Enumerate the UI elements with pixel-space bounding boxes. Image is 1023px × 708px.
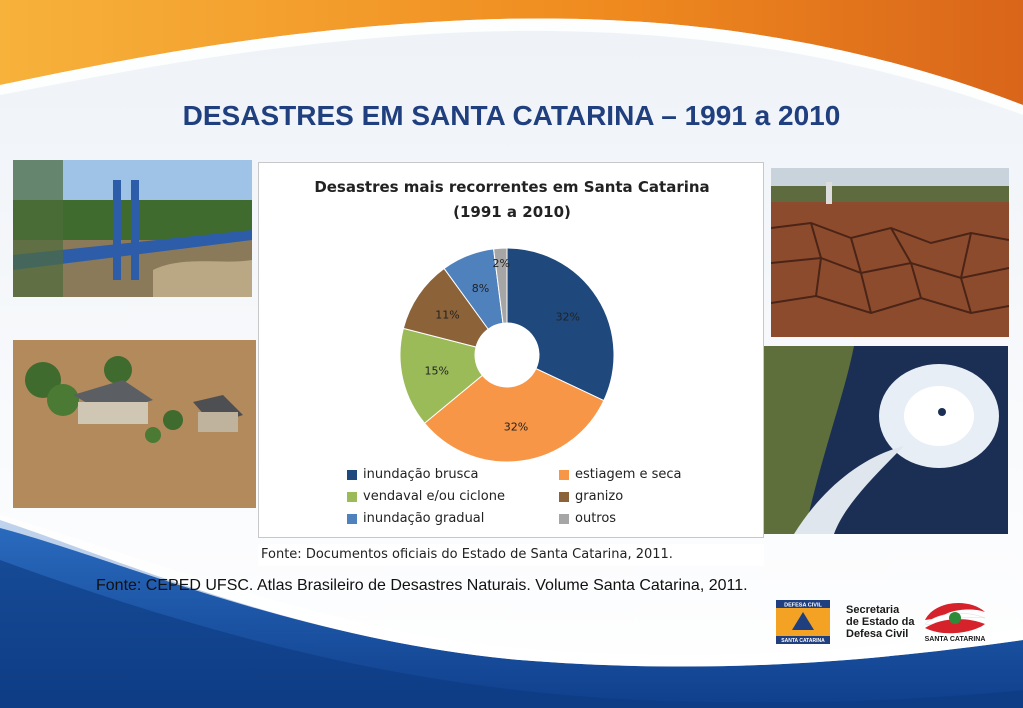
chart-title-line2: (1991 a 2010) — [453, 203, 571, 221]
legend-label-0: inundação brusca — [363, 467, 479, 482]
pie-slice-5 — [493, 247, 508, 324]
chart-title-line1: Desastres mais recorrentes em Santa Cata… — [314, 178, 710, 196]
legend-item-1: estiagem e seca — [559, 466, 747, 483]
legend-swatch-2 — [347, 491, 357, 502]
legend-swatch-3 — [559, 491, 569, 502]
secretaria-text: Secretaria de Estado da Defesa Civil — [846, 604, 914, 640]
legend-item-3: granizo — [559, 488, 747, 505]
legend-item-0: inundação brusca — [347, 466, 559, 483]
secretaria-line2: de Estado da — [846, 616, 915, 628]
legend-label-3: granizo — [575, 489, 624, 504]
slice-label-4: 8% — [472, 282, 489, 295]
legend-swatch-1 — [559, 469, 569, 480]
slide-title: DESASTRES EM SANTA CATARINA – 1991 a 201… — [182, 100, 841, 131]
donut-chart: 32% 32% 15% 11% 8%2% — [399, 247, 615, 463]
pie-slice-1 — [423, 367, 605, 463]
pie-slice-2 — [399, 327, 484, 424]
flooded-houses-photo — [13, 340, 256, 508]
legend-swatch-4 — [347, 513, 357, 524]
legend-label-5: outros — [575, 511, 617, 526]
slice-label-1: 32% — [504, 420, 528, 433]
santa-catarina-flag-logo — [924, 602, 986, 634]
slice-label-2: 15% — [425, 365, 449, 378]
defesa-civil-badge-line2: SANTA CATARINA — [781, 638, 825, 644]
chart-panel: Desastres mais recorrentes em Santa Cata… — [258, 162, 764, 538]
drought-cracked-soil-photo — [771, 168, 1009, 337]
footer-source: Fonte: CEPED UFSC. Atlas Brasileiro de D… — [96, 577, 748, 594]
cyclone-satellite-photo — [764, 346, 1008, 534]
secretaria-line1: Secretaria — [846, 604, 900, 616]
legend-label-2: vendaval e/ou ciclone — [363, 489, 505, 504]
legend-label-1: estiagem e seca — [575, 467, 682, 482]
defesa-civil-logo: DEFESA CIVIL SANTA CATARINA — [776, 600, 830, 644]
legend-item-5: outros — [559, 510, 747, 527]
secretaria-line3: Defesa Civil — [846, 628, 909, 640]
flood-bridge-photo — [13, 160, 252, 297]
legend-swatch-5 — [559, 513, 569, 524]
slice-label-3: 11% — [435, 309, 459, 322]
chart-source-note: Fonte: Documentos oficiais do Estado de … — [258, 544, 764, 566]
legend-item-2: vendaval e/ou ciclone — [347, 488, 559, 505]
defesa-civil-badge-line1: DEFESA CIVIL — [784, 603, 822, 609]
legend-swatch-0 — [347, 469, 357, 480]
legend-label-4: inundação gradual — [363, 511, 485, 526]
slice-label-0: 32% — [556, 310, 580, 323]
pie-slice-0 — [506, 247, 615, 402]
santa-catarina-caption: SANTA CATARINA — [924, 636, 986, 643]
chart-legend: inundação brusca estiagem e seca vendaval … — [347, 466, 747, 527]
legend-item-4: inundação gradual — [347, 510, 559, 527]
slice-label-5: 2% — [492, 257, 509, 270]
